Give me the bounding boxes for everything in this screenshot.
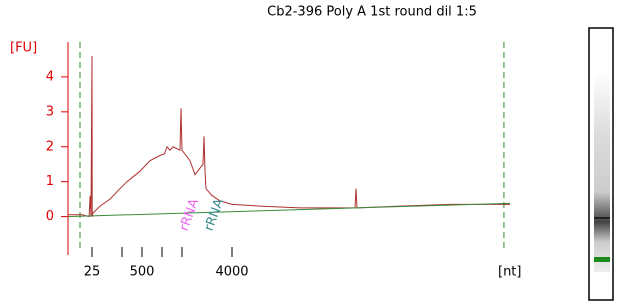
y-tick-label: 4 [46,69,54,84]
gel-marker-band [594,257,610,262]
x-tick-label: 4000 [215,265,248,280]
annotation: rRNA [202,197,227,233]
x-axis-label: [nt] [498,265,521,280]
annotation: rRNA [177,197,202,233]
y-tick-label: 3 [46,104,54,119]
y-tick-label: 2 [46,139,54,154]
x-tick-label: 25 [84,265,101,280]
y-tick-label: 1 [46,174,54,189]
y-tick-label: 0 [46,209,54,224]
chart: Cb2-396 Poly A 1st round dil 1:5 [FU] [n… [0,0,619,307]
chart-title: Cb2-396 Poly A 1st round dil 1:5 [267,5,477,20]
series-line [68,203,510,216]
y-axis-label: [FU] [10,41,37,56]
x-tick-label: 500 [130,265,155,280]
series-line [68,56,510,217]
gel-lane [594,72,610,272]
